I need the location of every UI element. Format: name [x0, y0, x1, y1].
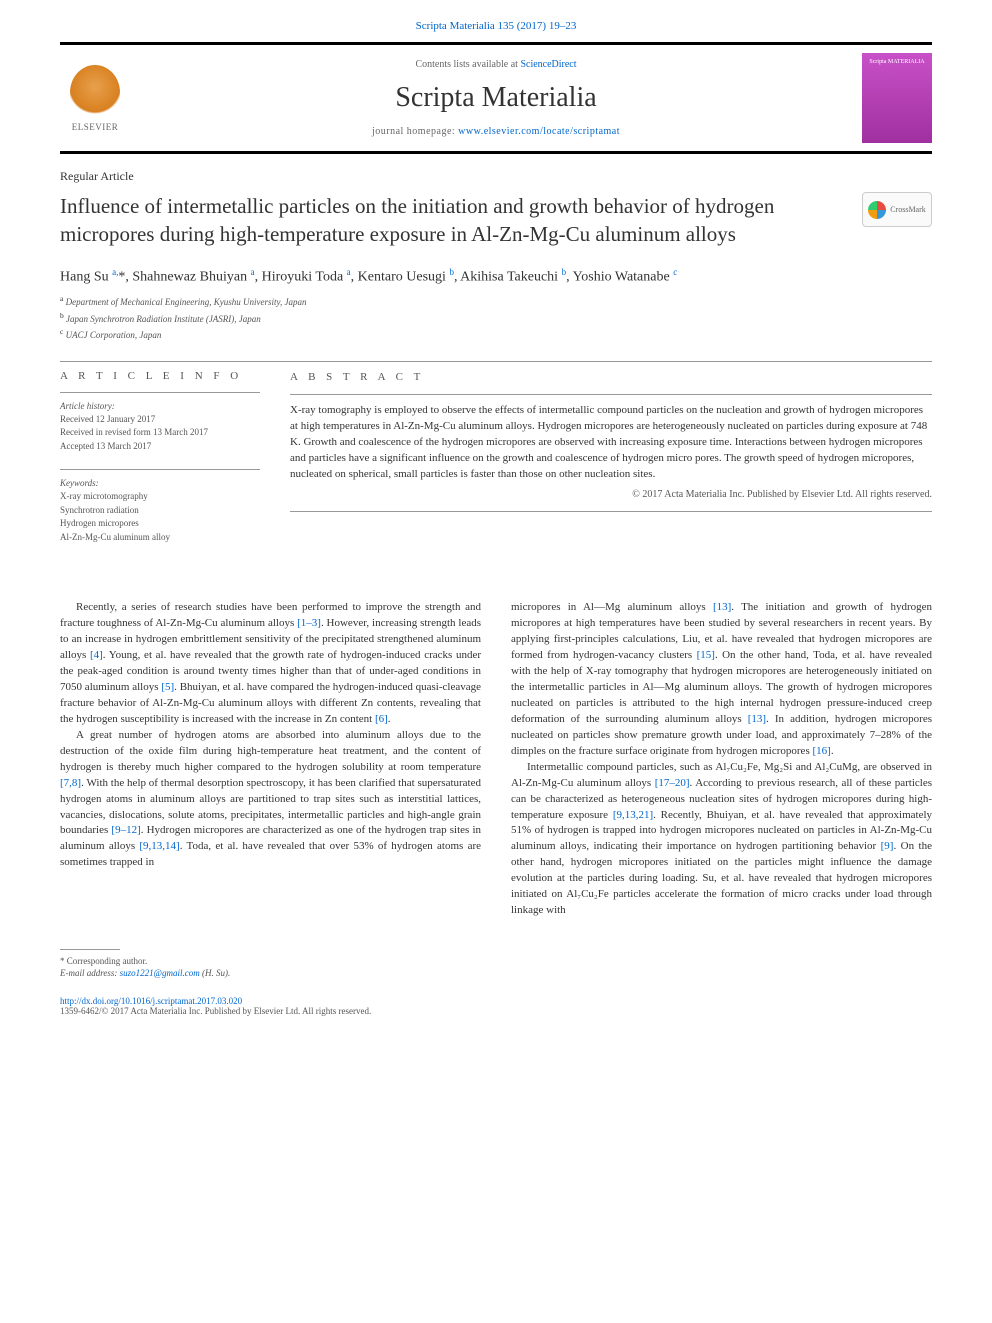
- divider: [290, 394, 932, 395]
- ref-link[interactable]: [9,13,14]: [139, 840, 179, 852]
- header-middle: Contents lists available at ScienceDirec…: [130, 59, 862, 137]
- paragraph: Recently, a series of research studies h…: [60, 600, 481, 728]
- ref-link[interactable]: [5]: [161, 681, 174, 693]
- email-link[interactable]: suzo1221@gmail.com: [120, 968, 200, 978]
- sciencedirect-link[interactable]: ScienceDirect: [520, 59, 576, 70]
- author: Kentaro Uesugi: [358, 269, 446, 284]
- ref-link[interactable]: [6]: [375, 713, 388, 725]
- ref-link[interactable]: [4]: [90, 649, 103, 661]
- elsevier-tree-icon: [70, 65, 120, 120]
- article-title: Influence of intermetallic particles on …: [60, 192, 862, 249]
- divider: [60, 949, 120, 950]
- paragraph: micropores in Al—Mg aluminum alloys [13]…: [511, 600, 932, 759]
- journal-cover-thumb: Scripta MATERIALIA: [862, 53, 932, 143]
- journal-name: Scripta Materialia: [130, 82, 862, 114]
- divider: [60, 361, 932, 362]
- corresponding-author: * Corresponding author.: [60, 956, 932, 966]
- issn-copyright: 1359-6462/© 2017 Acta Materialia Inc. Pu…: [60, 1006, 932, 1016]
- crossmark-label: CrossMark: [890, 205, 926, 214]
- cover-title: Scripta MATERIALIA: [869, 59, 924, 66]
- crossmark-icon: [868, 201, 886, 219]
- author: Akihisa Takeuchi: [460, 269, 558, 284]
- author: Shahnewaz Bhuiyan: [132, 269, 247, 284]
- elsevier-label: ELSEVIER: [72, 122, 119, 132]
- abstract-head: A B S T R A C T: [290, 370, 932, 386]
- divider: [290, 511, 932, 512]
- footer: * Corresponding author. E-mail address: …: [60, 949, 932, 1016]
- homepage-link[interactable]: www.elsevier.com/locate/scriptamat: [458, 126, 620, 137]
- ref-link[interactable]: [16]: [812, 745, 830, 757]
- ref-link[interactable]: [13]: [713, 601, 731, 613]
- journal-citation: Scripta Materialia 135 (2017) 19–23: [60, 20, 932, 32]
- ref-link[interactable]: [17–20]: [655, 777, 690, 789]
- divider: [60, 392, 260, 393]
- article-type: Regular Article: [60, 169, 932, 184]
- ref-link[interactable]: [9]: [881, 840, 894, 852]
- ref-link[interactable]: [7,8]: [60, 777, 81, 789]
- abstract-copyright: © 2017 Acta Materialia Inc. Published by…: [290, 488, 932, 503]
- abstract-column: A B S T R A C T X-ray tomography is empl…: [290, 370, 932, 561]
- elsevier-logo: ELSEVIER: [60, 58, 130, 138]
- ref-link[interactable]: [1–3]: [297, 617, 321, 629]
- abstract-text: X-ray tomography is employed to observe …: [290, 403, 932, 483]
- ref-link[interactable]: [9–12]: [111, 824, 140, 836]
- keywords-block: Keywords: X-ray microtomography Synchrot…: [60, 478, 260, 544]
- author: Hiroyuki Toda: [262, 269, 344, 284]
- affiliations: a Department of Mechanical Engineering, …: [60, 293, 932, 343]
- crossmark-badge[interactable]: CrossMark: [862, 192, 932, 227]
- divider: [60, 469, 260, 470]
- ref-link[interactable]: [13]: [748, 713, 766, 725]
- email-line: E-mail address: suzo1221@gmail.com (H. S…: [60, 968, 932, 978]
- article-info-head: A R T I C L E I N F O: [60, 370, 260, 382]
- paragraph: A great number of hydrogen atoms are abs…: [60, 728, 481, 871]
- column-right: micropores in Al—Mg aluminum alloys [13]…: [511, 600, 932, 919]
- contents-available: Contents lists available at ScienceDirec…: [130, 59, 862, 70]
- authors-line: Hang Su a,*, Shahnewaz Bhuiyan a, Hiroyu…: [60, 267, 932, 286]
- article-history: Article history: Received 12 January 201…: [60, 401, 260, 454]
- doi-link[interactable]: http://dx.doi.org/10.1016/j.scriptamat.2…: [60, 996, 932, 1006]
- article-info-column: A R T I C L E I N F O Article history: R…: [60, 370, 260, 561]
- paragraph: Intermetallic compound particles, such a…: [511, 760, 932, 919]
- homepage-line: journal homepage: www.elsevier.com/locat…: [130, 126, 862, 137]
- author: Hang Su: [60, 269, 109, 284]
- ref-link[interactable]: [9,13,21]: [613, 809, 653, 821]
- author: Yoshio Watanabe: [573, 269, 670, 284]
- ref-link[interactable]: [15]: [697, 649, 715, 661]
- body-text: Recently, a series of research studies h…: [60, 600, 932, 919]
- column-left: Recently, a series of research studies h…: [60, 600, 481, 919]
- journal-header: ELSEVIER Contents lists available at Sci…: [60, 42, 932, 154]
